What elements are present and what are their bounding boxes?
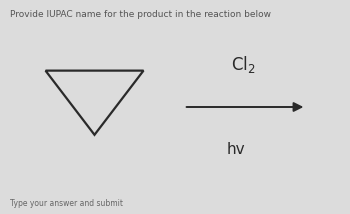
Text: Provide IUPAC name for the product in the reaction below: Provide IUPAC name for the product in th… (10, 10, 272, 19)
Text: Type your answer and submit: Type your answer and submit (10, 199, 124, 208)
Text: Cl$_2$: Cl$_2$ (231, 54, 255, 75)
Text: hv: hv (227, 142, 246, 157)
